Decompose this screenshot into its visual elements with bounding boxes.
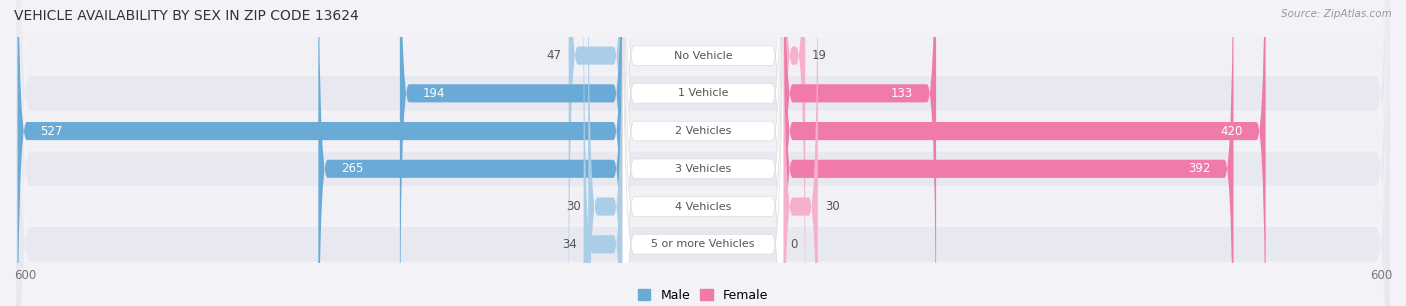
FancyBboxPatch shape: [623, 0, 783, 306]
Text: No Vehicle: No Vehicle: [673, 50, 733, 61]
FancyBboxPatch shape: [17, 0, 1389, 306]
FancyBboxPatch shape: [783, 0, 818, 306]
Text: 34: 34: [562, 238, 576, 251]
Text: VEHICLE AVAILABILITY BY SEX IN ZIP CODE 13624: VEHICLE AVAILABILITY BY SEX IN ZIP CODE …: [14, 9, 359, 23]
FancyBboxPatch shape: [623, 0, 783, 306]
Text: 4 Vehicles: 4 Vehicles: [675, 202, 731, 211]
Legend: Male, Female: Male, Female: [633, 284, 773, 306]
FancyBboxPatch shape: [17, 0, 1389, 306]
Text: 392: 392: [1188, 162, 1211, 175]
FancyBboxPatch shape: [568, 0, 623, 306]
FancyBboxPatch shape: [17, 0, 1389, 306]
FancyBboxPatch shape: [623, 0, 783, 306]
Text: 265: 265: [342, 162, 364, 175]
Text: 194: 194: [423, 87, 446, 100]
Text: 1 Vehicle: 1 Vehicle: [678, 88, 728, 98]
FancyBboxPatch shape: [783, 0, 1265, 306]
FancyBboxPatch shape: [588, 0, 623, 306]
Text: 600: 600: [1369, 269, 1392, 282]
FancyBboxPatch shape: [623, 0, 783, 306]
FancyBboxPatch shape: [318, 0, 623, 306]
FancyBboxPatch shape: [783, 0, 1233, 306]
Text: 2 Vehicles: 2 Vehicles: [675, 126, 731, 136]
FancyBboxPatch shape: [17, 0, 623, 306]
Text: 30: 30: [825, 200, 839, 213]
Text: 600: 600: [14, 269, 37, 282]
FancyBboxPatch shape: [623, 0, 783, 306]
Text: 0: 0: [790, 238, 797, 251]
FancyBboxPatch shape: [17, 0, 1389, 306]
FancyBboxPatch shape: [623, 0, 783, 306]
Text: 19: 19: [813, 49, 827, 62]
FancyBboxPatch shape: [783, 0, 806, 306]
Text: 47: 47: [547, 49, 562, 62]
Text: 30: 30: [567, 200, 581, 213]
FancyBboxPatch shape: [17, 0, 1389, 306]
Text: 420: 420: [1220, 125, 1243, 138]
Text: 3 Vehicles: 3 Vehicles: [675, 164, 731, 174]
Text: 527: 527: [41, 125, 63, 138]
FancyBboxPatch shape: [399, 0, 623, 306]
FancyBboxPatch shape: [583, 0, 623, 306]
Text: 133: 133: [891, 87, 912, 100]
FancyBboxPatch shape: [17, 0, 1389, 306]
Text: 5 or more Vehicles: 5 or more Vehicles: [651, 239, 755, 249]
Text: Source: ZipAtlas.com: Source: ZipAtlas.com: [1281, 9, 1392, 19]
FancyBboxPatch shape: [783, 0, 936, 306]
